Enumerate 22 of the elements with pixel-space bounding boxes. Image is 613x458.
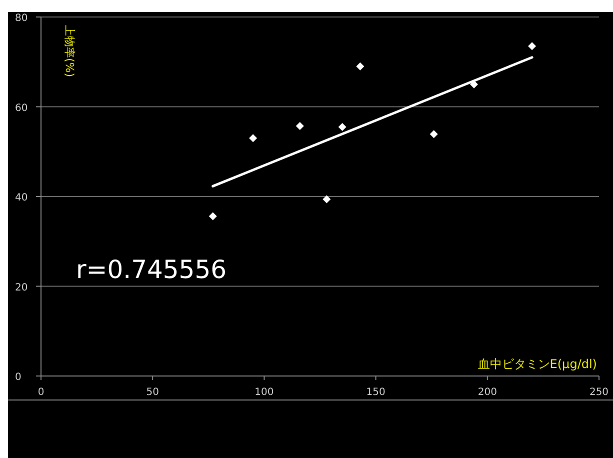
x-axis-title: 血中ビタミンE(μg/dl) xyxy=(478,357,597,371)
point xyxy=(430,130,438,138)
x-tick-label: 150 xyxy=(366,387,386,398)
point xyxy=(322,195,331,204)
y-tick-label: 60 xyxy=(15,102,28,114)
x-tick-label: 50 xyxy=(146,387,159,398)
x-tick-label: 100 xyxy=(254,387,274,398)
y-tick-label: 20 xyxy=(15,282,28,294)
point xyxy=(338,122,346,131)
x-tick-label: 200 xyxy=(478,387,497,398)
point xyxy=(208,212,217,220)
point xyxy=(249,134,258,142)
y-tick-label: 0 xyxy=(15,372,22,383)
y-axis-title: 上物率(%) xyxy=(63,25,76,78)
annotation: r=0.745556 xyxy=(76,255,227,284)
point xyxy=(528,42,536,50)
y-tick-label: 80 xyxy=(15,13,28,24)
y-tick-label: 40 xyxy=(15,192,28,204)
point xyxy=(296,122,304,130)
x-tick-label: 0 xyxy=(38,387,44,398)
point xyxy=(356,62,364,70)
x-tick-label: 250 xyxy=(589,387,609,398)
